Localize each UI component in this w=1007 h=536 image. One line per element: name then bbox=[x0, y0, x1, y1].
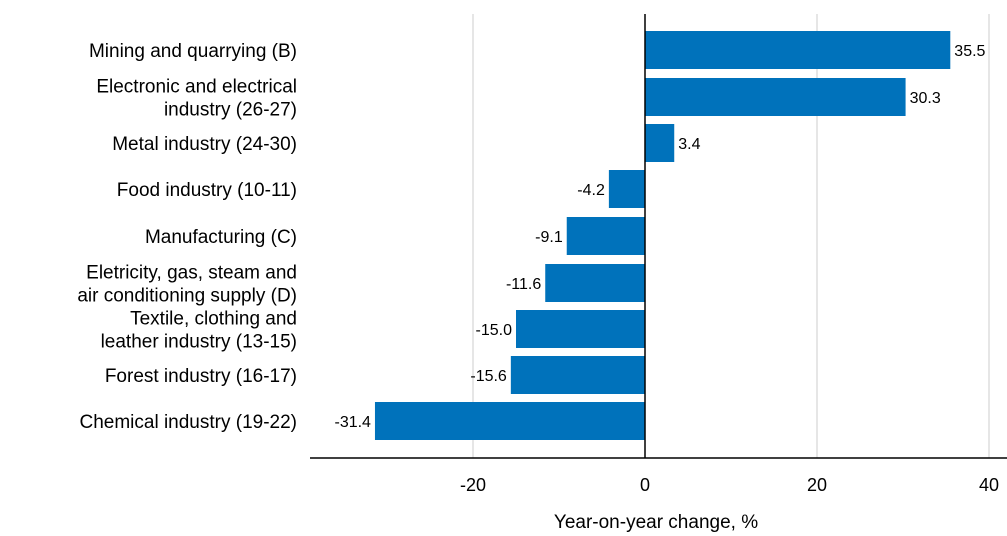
x-tick-label-neg20: -20 bbox=[460, 475, 486, 495]
category-label-8: Forest industry (16-17) bbox=[105, 366, 297, 387]
bar-1 bbox=[645, 31, 950, 69]
category-label-9: Chemical industry (19-22) bbox=[79, 412, 297, 433]
value-label-8: -15.6 bbox=[470, 368, 507, 385]
category-label-3: Metal industry (24-30) bbox=[112, 134, 297, 155]
value-label-9: -31.4 bbox=[334, 414, 371, 431]
value-label-5: -9.1 bbox=[535, 229, 563, 246]
value-label-2: 30.3 bbox=[910, 90, 941, 107]
bar-9 bbox=[375, 402, 645, 440]
bar-4 bbox=[609, 170, 645, 208]
bars bbox=[375, 31, 950, 440]
x-tick-label-0: 0 bbox=[640, 475, 650, 495]
bar-6 bbox=[545, 264, 645, 302]
category-label-5: Manufacturing (C) bbox=[145, 227, 297, 248]
bar-3 bbox=[645, 124, 674, 162]
value-label-4: -4.2 bbox=[577, 182, 605, 199]
x-tick-label-20: 20 bbox=[807, 475, 827, 495]
bar-2 bbox=[645, 78, 906, 116]
bar-7 bbox=[516, 310, 645, 348]
category-label-2-line-1: Electronic and electrical bbox=[96, 77, 297, 98]
value-label-3: 3.4 bbox=[678, 136, 700, 153]
bar-8 bbox=[511, 356, 645, 394]
x-tick-label-40: 40 bbox=[979, 475, 999, 495]
x-axis-title: Year-on-year change, % bbox=[554, 512, 758, 533]
category-label-1: Mining and quarrying (B) bbox=[89, 41, 297, 62]
category-label-7-line-1: Textile, clothing and bbox=[130, 309, 297, 330]
bar-5 bbox=[567, 217, 645, 255]
category-label-6-line-1: Eletricity, gas, steam and bbox=[86, 263, 297, 284]
category-label-4: Food industry (10-11) bbox=[117, 180, 297, 201]
category-label-7-line-2: leather industry (13-15) bbox=[101, 332, 297, 353]
value-label-6: -11.6 bbox=[506, 276, 541, 293]
category-labels: Mining and quarrying (B) Electronic and e… bbox=[77, 41, 297, 433]
category-label-2-line-2: industry (26-27) bbox=[164, 100, 297, 121]
value-label-7: -15.0 bbox=[476, 322, 513, 339]
value-label-1: 35.5 bbox=[954, 43, 985, 60]
category-label-6-line-2: air conditioning supply (D) bbox=[77, 286, 297, 307]
